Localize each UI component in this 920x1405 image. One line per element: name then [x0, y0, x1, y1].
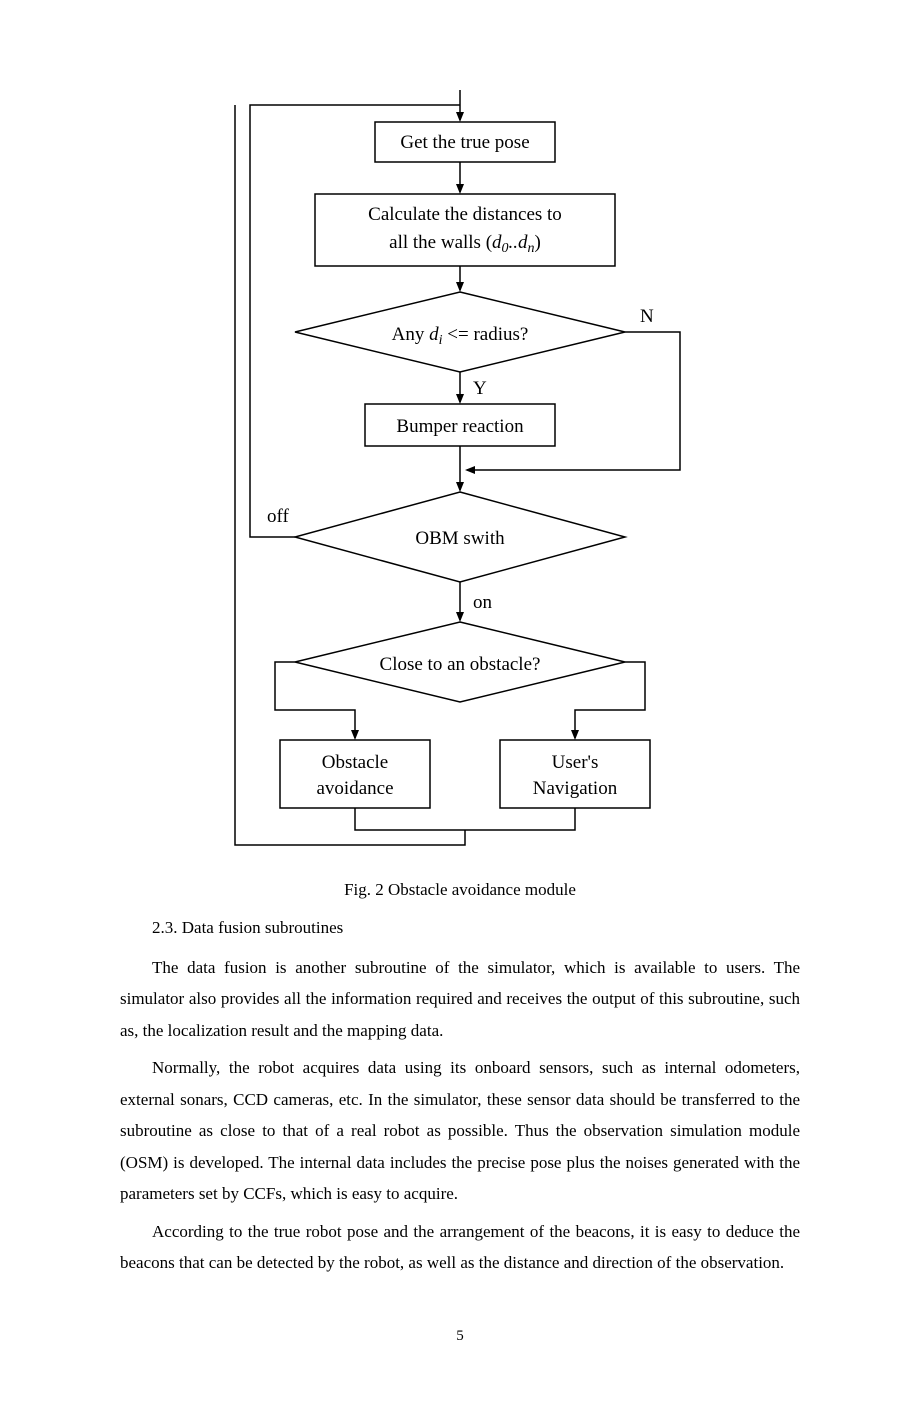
node-user-nav-l2: Navigation [533, 778, 618, 799]
node-close-obs-label: Close to an obstacle? [380, 654, 541, 675]
paragraph-3: According to the true robot pose and the… [120, 1216, 800, 1279]
node-calc-dist-line1: Calculate the distances to [368, 204, 562, 225]
section-heading: 2.3. Data fusion subroutines [120, 918, 800, 938]
edge-label-y: Y [473, 378, 487, 399]
edge-label-off: off [267, 506, 289, 527]
page: Get the true pose Calculate the distance… [0, 0, 920, 1405]
figure-caption: Fig. 2 Obstacle avoidance module [120, 880, 800, 900]
paragraph-1: The data fusion is another subroutine of… [120, 952, 800, 1046]
edge-label-n: N [640, 306, 654, 327]
page-number: 5 [120, 1328, 800, 1345]
node-obs-avoid-l2: avoidance [316, 778, 393, 799]
edge-label-on: on [473, 592, 493, 613]
node-obs-avoid-l1: Obstacle [322, 752, 388, 773]
node-any-di-label: Any di <= radius? [392, 324, 529, 348]
node-obm-label: OBM swith [415, 528, 505, 549]
node-bumper-label: Bumper reaction [396, 416, 524, 437]
paragraph-2: Normally, the robot acquires data using … [120, 1052, 800, 1209]
node-user-nav-l1: User's [552, 752, 599, 773]
node-calc-dist-line2: all the walls (d0..dn) [389, 232, 541, 256]
node-get-pose-label: Get the true pose [400, 132, 529, 153]
flowchart-diagram: Get the true pose Calculate the distance… [205, 90, 715, 850]
